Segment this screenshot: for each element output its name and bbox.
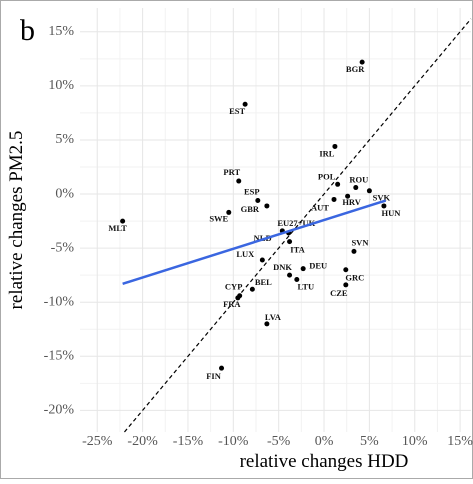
- point-label: ROU: [349, 175, 368, 185]
- x-tick-label: 0%: [315, 434, 334, 449]
- point-label: SWE: [209, 213, 228, 223]
- point: [264, 321, 270, 327]
- point-label: CZE: [330, 288, 348, 298]
- point-label: POL: [318, 171, 336, 181]
- x-tick-label: -5%: [267, 434, 291, 449]
- point-label: CYP: [225, 282, 242, 292]
- point: [226, 209, 232, 215]
- y-tick-label: -15%: [44, 349, 75, 364]
- point: [287, 239, 293, 245]
- x-tick-label: -25%: [82, 434, 113, 449]
- point-label: LVA: [265, 312, 282, 322]
- x-tick-label: 5%: [360, 434, 379, 449]
- point-label: EST: [229, 106, 245, 116]
- point-label: DEU: [309, 261, 327, 271]
- point: [381, 203, 387, 209]
- x-axis-label: relative changes HDD: [240, 451, 409, 472]
- point: [335, 181, 341, 187]
- x-tick-label: -15%: [173, 434, 204, 449]
- point-label: IRL: [319, 148, 334, 158]
- point: [366, 188, 372, 194]
- point-label: LUX: [236, 249, 255, 259]
- point-label: DNK: [273, 262, 292, 272]
- x-tick-label: -10%: [218, 434, 249, 449]
- point: [332, 143, 338, 149]
- point-label: FIN: [206, 371, 222, 381]
- point-label: GRC: [345, 273, 364, 283]
- point: [294, 276, 300, 282]
- point-label: PRT: [223, 167, 240, 177]
- point: [219, 365, 225, 371]
- point: [264, 203, 270, 209]
- y-tick-label: 10%: [48, 78, 74, 93]
- point: [345, 193, 351, 199]
- point-label: ITA: [290, 245, 305, 255]
- fit-line: [122, 199, 387, 286]
- panel-label: b: [20, 14, 35, 47]
- point-label: AUT: [311, 202, 329, 212]
- point-label: FRA: [223, 299, 241, 309]
- y-tick-label: -5%: [51, 240, 75, 255]
- point: [235, 295, 241, 301]
- point-label: LTU: [297, 281, 314, 291]
- x-tick-label: -20%: [127, 434, 158, 449]
- y-tick-label: -10%: [44, 294, 75, 309]
- point: [351, 248, 357, 254]
- y-axis-label: relative changes PM2.5: [6, 131, 27, 310]
- point-label: NLD: [254, 233, 272, 243]
- point-label: HUN: [381, 208, 401, 218]
- y-tick-label: 15%: [48, 24, 74, 39]
- y-tick-label: -20%: [44, 403, 75, 418]
- point-label: EU27+UK: [277, 218, 315, 228]
- point-label: SVN: [351, 237, 369, 247]
- point-label: BEL: [255, 277, 272, 287]
- point: [259, 257, 265, 263]
- point: [300, 266, 306, 272]
- reference-line: [123, 18, 472, 433]
- point: [343, 267, 349, 273]
- point-label: ESP: [244, 186, 260, 196]
- point-label: HRV: [342, 197, 361, 207]
- point: [255, 198, 261, 204]
- x-tick-label: 10%: [402, 434, 428, 449]
- point-label: BGR: [346, 64, 365, 74]
- point-label: GBR: [241, 204, 260, 214]
- point: [120, 218, 126, 224]
- point: [236, 178, 242, 184]
- point: [353, 185, 359, 191]
- point: [359, 59, 365, 65]
- y-tick-label: 5%: [55, 132, 74, 147]
- point: [287, 272, 293, 278]
- point: [242, 101, 248, 107]
- point: [331, 196, 337, 202]
- point: [343, 282, 349, 288]
- point: [249, 286, 255, 292]
- point-label: SVK: [373, 193, 391, 203]
- x-tick-label: 15%: [447, 434, 473, 449]
- y-tick-label: 0%: [55, 186, 74, 201]
- point-label: MLT: [108, 223, 127, 233]
